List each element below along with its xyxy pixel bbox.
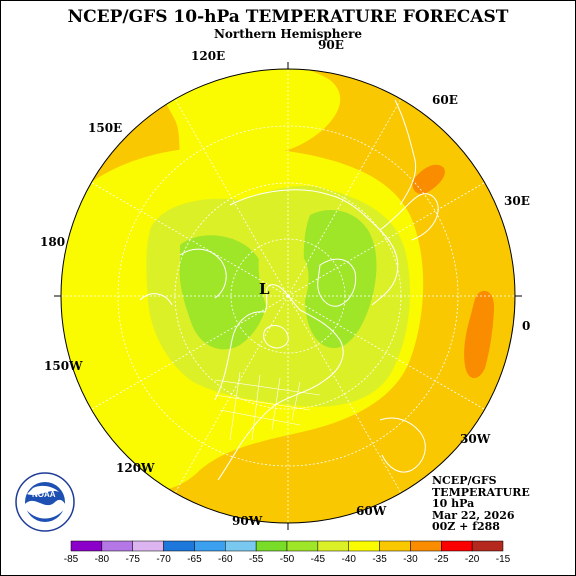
info-variable: TEMPERATURE bbox=[432, 485, 530, 499]
chart-subtitle: Northern Hemisphere bbox=[213, 27, 363, 41]
info-forecast-hour: 00Z + f288 bbox=[432, 520, 500, 533]
info-date: Mar 22, 2026 bbox=[432, 508, 515, 522]
colorbar-label: -85 bbox=[64, 554, 79, 565]
lon-label-120e: 120E bbox=[191, 49, 225, 63]
lon-label-120w: 120W bbox=[116, 461, 155, 475]
band-minus50 bbox=[179, 235, 268, 350]
colorbar-swatch bbox=[348, 540, 380, 552]
colorbar-swatch bbox=[132, 540, 164, 552]
colorbar-label: -35 bbox=[372, 554, 387, 565]
graticule bbox=[61, 69, 515, 523]
colorbar-swatch bbox=[379, 540, 411, 552]
colorbar-label: -75 bbox=[125, 554, 140, 565]
colorbar-label: -65 bbox=[187, 554, 202, 565]
colorbar-swatch bbox=[101, 540, 133, 552]
temperature-field bbox=[61, 69, 515, 523]
coastlines bbox=[139, 99, 439, 481]
colorbar-swatch bbox=[70, 540, 103, 552]
lon-label-30e: 30E bbox=[504, 194, 530, 208]
warm-patch bbox=[412, 164, 445, 194]
colorbar-label: -55 bbox=[249, 554, 264, 565]
lon-label-90w: 90W bbox=[232, 514, 263, 528]
colorbar-label: -20 bbox=[465, 554, 480, 565]
colorbar-label: -30 bbox=[403, 554, 418, 565]
colorbar-label: -15 bbox=[496, 554, 511, 565]
lon-label-150e: 150E bbox=[88, 121, 122, 135]
band-minus45 bbox=[258, 243, 309, 323]
colorbar-label: -45 bbox=[311, 554, 326, 565]
lon-label-60e: 60E bbox=[432, 93, 458, 107]
colorbar-swatch bbox=[317, 540, 349, 552]
info-model: NCEP/GFS bbox=[432, 474, 497, 487]
colorbar-swatch bbox=[225, 540, 257, 552]
lon-label-30w: 30W bbox=[460, 432, 491, 446]
colorbar-swatch bbox=[194, 540, 226, 552]
colorbar-swatch bbox=[163, 540, 195, 552]
colorbar-label: -25 bbox=[434, 554, 449, 565]
colorbar-swatch bbox=[441, 540, 473, 552]
colorbar-swatch bbox=[255, 540, 288, 552]
colorbar-label: -50 bbox=[280, 554, 295, 565]
colorbar-label: -60 bbox=[218, 554, 233, 565]
lon-label-0: 0 bbox=[522, 319, 530, 333]
forecast-info: NCEP/GFS TEMPERATURE 10 hPa Mar 22, 2026… bbox=[432, 475, 530, 533]
low-pressure-label: L bbox=[259, 280, 270, 298]
colorbar: -85 -80 -75 -70 -65 -60 -55 -50 -45 -40 -35 -30 -25 -… bbox=[64, 540, 511, 565]
colorbar-swatch bbox=[410, 540, 442, 552]
edge-ticks bbox=[54, 62, 522, 530]
colorbar-swatch bbox=[471, 540, 504, 552]
band-minus50 bbox=[303, 210, 377, 349]
state-boundaries bbox=[214, 371, 321, 441]
colorbar-label: -70 bbox=[156, 554, 171, 565]
band-minus40 bbox=[162, 69, 341, 167]
colorbar-label: -80 bbox=[95, 554, 110, 565]
lon-label-150w: 150W bbox=[44, 359, 83, 373]
lon-label-90e: 90E bbox=[318, 38, 344, 52]
lon-label-180: 180 bbox=[40, 235, 65, 249]
noaa-logo: NOAA bbox=[15, 472, 75, 532]
noaa-logo-text: NOAA bbox=[32, 490, 56, 499]
warm-patch bbox=[464, 290, 495, 379]
chart-title: NCEP/GFS 10-hPa TEMPERATURE FORECAST bbox=[67, 7, 509, 27]
lon-label-60w: 60W bbox=[356, 504, 387, 518]
info-level: 10 hPa bbox=[432, 497, 475, 510]
colorbar-swatch bbox=[286, 540, 319, 552]
colorbar-label: -40 bbox=[341, 554, 356, 565]
